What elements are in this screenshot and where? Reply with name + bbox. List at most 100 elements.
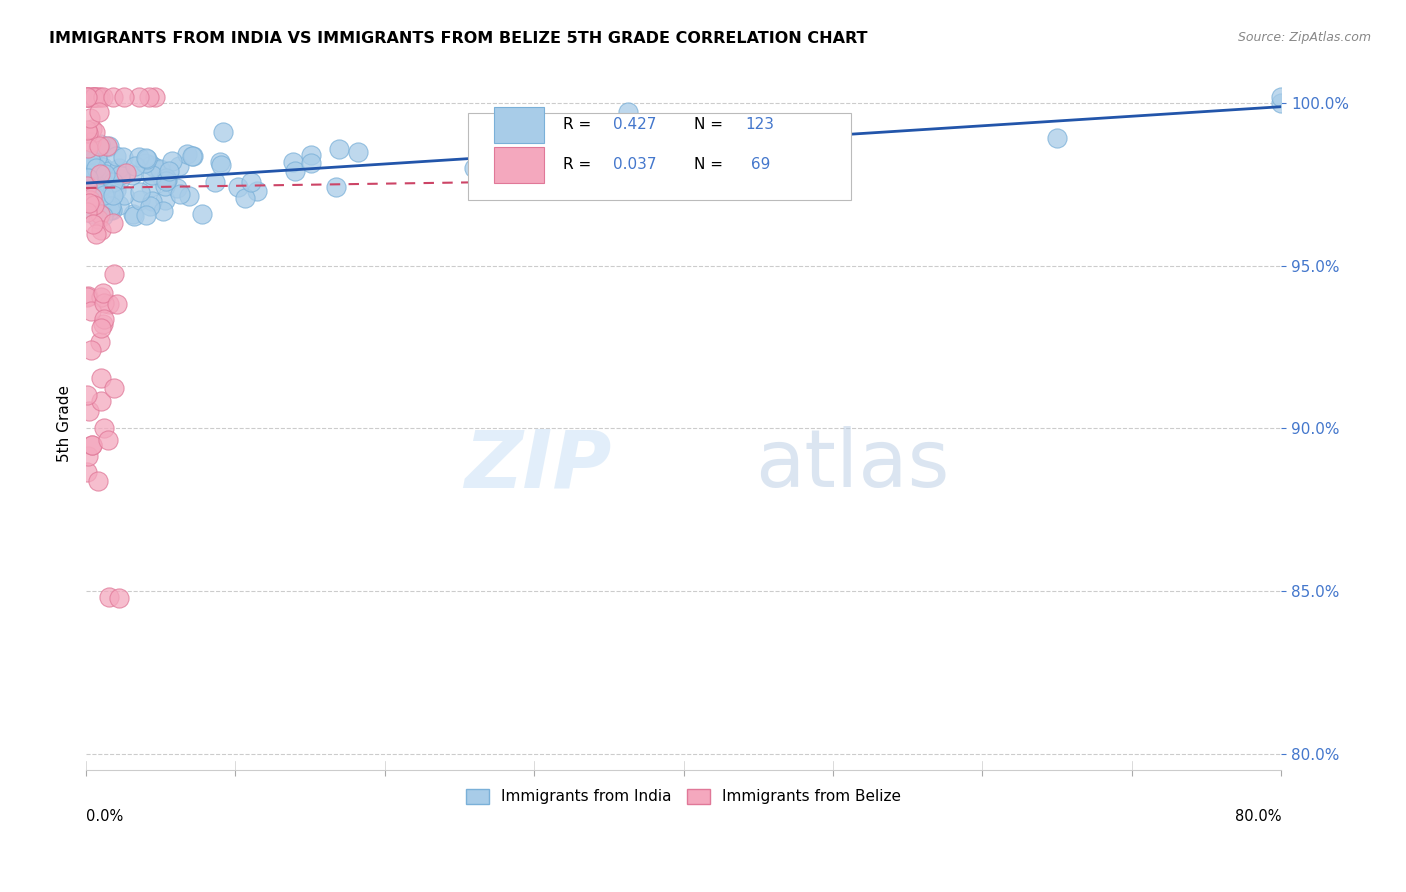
Text: Source: ZipAtlas.com: Source: ZipAtlas.com xyxy=(1237,31,1371,45)
Point xyxy=(101,175,124,189)
Point xyxy=(83,186,105,201)
Point xyxy=(467,177,489,191)
Point xyxy=(347,145,370,160)
Point xyxy=(76,90,98,104)
Point xyxy=(82,121,104,136)
Point xyxy=(181,149,204,163)
Point xyxy=(93,421,115,435)
Point xyxy=(152,204,174,219)
Point xyxy=(110,166,132,180)
Point xyxy=(520,154,543,169)
Point xyxy=(157,163,180,178)
Point xyxy=(138,90,160,104)
Point xyxy=(89,90,111,104)
Point xyxy=(135,151,157,165)
Point xyxy=(108,172,131,186)
Point xyxy=(76,123,98,137)
Point xyxy=(747,135,769,149)
Point xyxy=(89,207,111,221)
Text: 0.427: 0.427 xyxy=(613,118,657,132)
Point xyxy=(235,191,257,205)
Point xyxy=(239,175,262,189)
Point xyxy=(141,168,163,182)
Point xyxy=(84,90,107,104)
Point xyxy=(299,148,322,162)
Point xyxy=(98,186,121,201)
Point xyxy=(103,381,125,395)
Point xyxy=(112,150,135,164)
Point xyxy=(609,130,631,145)
Point xyxy=(76,163,98,178)
Point xyxy=(104,149,127,163)
Point xyxy=(76,288,98,302)
Point xyxy=(77,181,100,195)
Point xyxy=(143,161,166,175)
Point xyxy=(76,290,98,304)
Point xyxy=(84,161,107,175)
Point xyxy=(97,433,120,447)
Point xyxy=(143,90,166,104)
Point xyxy=(76,90,98,104)
Point xyxy=(149,162,172,177)
Point xyxy=(83,179,105,194)
Point xyxy=(90,290,112,304)
Point xyxy=(228,180,250,194)
Point xyxy=(112,90,135,104)
Point xyxy=(166,180,188,194)
Point xyxy=(104,183,127,197)
Point xyxy=(89,334,111,349)
Point xyxy=(581,140,603,154)
Point xyxy=(93,188,115,202)
Point xyxy=(79,111,101,125)
Text: 80.0%: 80.0% xyxy=(1234,809,1281,824)
Point xyxy=(93,312,115,326)
Point xyxy=(76,90,98,104)
Point xyxy=(87,139,110,153)
Point xyxy=(80,135,103,149)
Point xyxy=(177,188,200,202)
Point xyxy=(80,176,103,190)
Point xyxy=(180,149,202,163)
Point xyxy=(141,158,163,172)
Point xyxy=(134,156,156,170)
Point xyxy=(76,153,98,168)
Point xyxy=(77,90,100,104)
Point xyxy=(77,141,100,155)
Point xyxy=(79,155,101,169)
Point xyxy=(82,217,104,231)
Point xyxy=(86,190,108,204)
Point xyxy=(76,205,98,219)
Point xyxy=(103,181,125,195)
Point xyxy=(121,168,143,182)
Point xyxy=(167,159,190,173)
Point xyxy=(76,183,98,197)
Point xyxy=(90,394,112,409)
Point xyxy=(87,181,110,195)
Point xyxy=(93,169,115,184)
Point xyxy=(83,125,105,139)
Point xyxy=(101,172,124,186)
Point xyxy=(135,208,157,222)
Point xyxy=(79,194,101,208)
Point xyxy=(115,166,138,180)
Point xyxy=(93,210,115,224)
Text: R =: R = xyxy=(562,118,596,132)
Text: IMMIGRANTS FROM INDIA VS IMMIGRANTS FROM BELIZE 5TH GRADE CORRELATION CHART: IMMIGRANTS FROM INDIA VS IMMIGRANTS FROM… xyxy=(49,31,868,46)
Point xyxy=(93,168,115,182)
Point xyxy=(129,193,152,207)
Point xyxy=(76,179,98,194)
Point xyxy=(160,154,183,169)
Point xyxy=(90,178,112,193)
Text: atlas: atlas xyxy=(755,426,949,504)
Point xyxy=(108,161,131,175)
Point xyxy=(191,207,214,221)
Point xyxy=(90,370,112,384)
Point xyxy=(86,150,108,164)
Point xyxy=(91,90,114,104)
Point xyxy=(86,192,108,206)
Y-axis label: 5th Grade: 5th Grade xyxy=(58,385,72,462)
Point xyxy=(79,303,101,318)
Point xyxy=(86,211,108,226)
Point xyxy=(155,174,177,188)
Point xyxy=(76,465,98,479)
